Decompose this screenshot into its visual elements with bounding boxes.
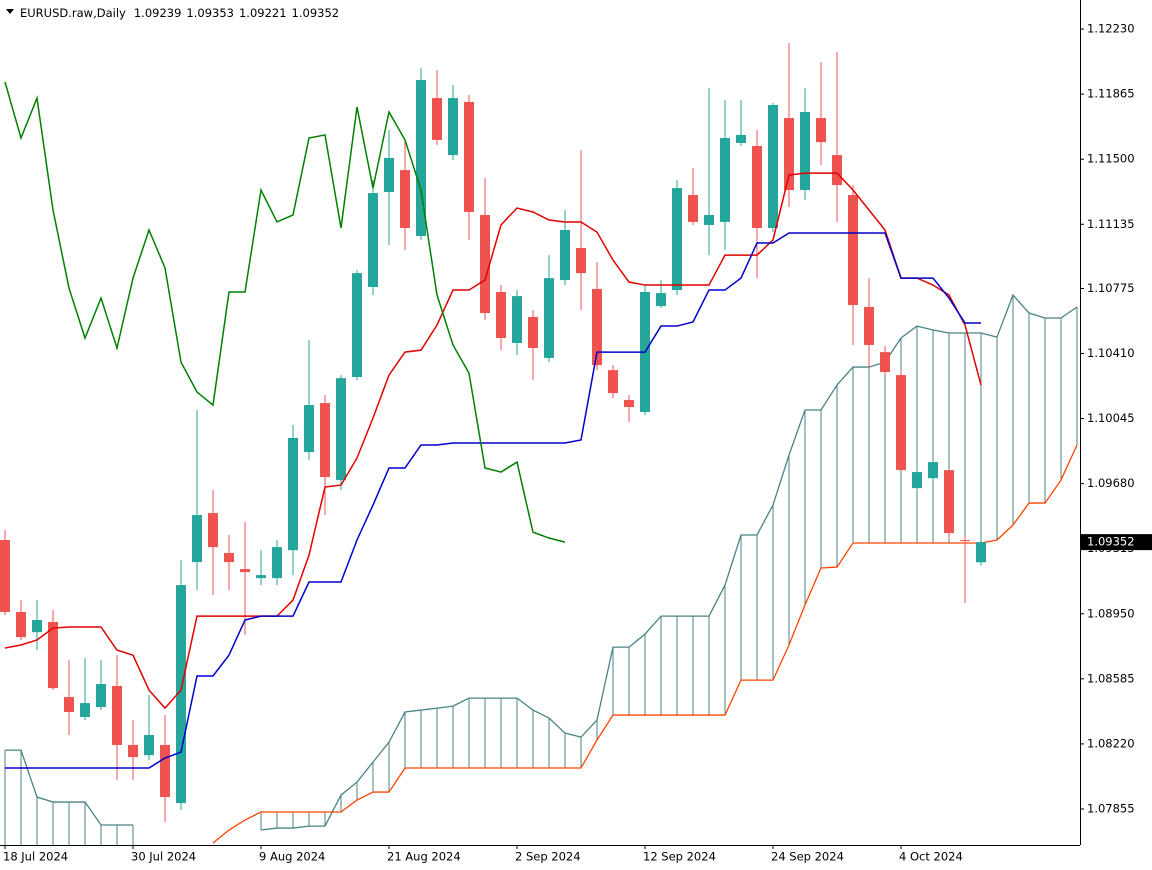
candle-body xyxy=(592,288,602,366)
candle-body xyxy=(768,105,778,229)
y-tick-label: 1.11135 xyxy=(1087,217,1135,231)
candle-body xyxy=(784,118,794,191)
x-tick-label: 9 Aug 2024 xyxy=(259,850,325,864)
indicator-line xyxy=(4,172,982,710)
y-tick-label: 1.08950 xyxy=(1087,606,1135,620)
close-value: 1.09352 xyxy=(292,6,340,20)
candle-body xyxy=(80,703,90,718)
candle-body xyxy=(208,513,218,548)
y-tick-label: 1.10045 xyxy=(1087,411,1135,425)
candle-body xyxy=(368,193,378,288)
y-tick-label: 1.07855 xyxy=(1087,801,1135,815)
indicator-line xyxy=(5,232,981,769)
indicator-line xyxy=(4,81,566,543)
candle-body xyxy=(624,400,634,407)
candle-body xyxy=(464,101,474,212)
candle-body xyxy=(960,539,970,542)
indicator-line xyxy=(212,444,1078,844)
candle-body xyxy=(544,278,554,358)
candle-body xyxy=(64,697,74,713)
x-tick-label: 30 Jul 2024 xyxy=(131,850,196,864)
candle-body xyxy=(112,685,122,745)
candle-body xyxy=(880,352,890,373)
x-tick-label: 24 Sep 2024 xyxy=(771,850,844,864)
candle-body xyxy=(736,134,746,143)
x-tick-label: 18 Jul 2024 xyxy=(3,850,68,864)
candle-body xyxy=(864,306,874,345)
candle-body xyxy=(496,292,506,338)
indicator-line xyxy=(5,293,1078,831)
candle-body xyxy=(48,621,58,689)
candle-body xyxy=(288,438,298,551)
candle-body xyxy=(560,229,570,281)
y-tick-label: 1.12230 xyxy=(1087,22,1135,36)
candle-body xyxy=(576,247,586,274)
y-tick-label: 1.10775 xyxy=(1087,281,1135,295)
candle-body xyxy=(432,98,442,140)
candle-body xyxy=(976,542,986,563)
candle-body xyxy=(384,157,394,192)
y-tick-label: 1.08220 xyxy=(1087,736,1135,750)
price-label: 1.09352 xyxy=(1087,535,1135,549)
candle-body xyxy=(96,684,106,708)
candle-body xyxy=(304,405,314,453)
candle-body xyxy=(656,293,666,307)
candle-body xyxy=(720,137,730,222)
candle-body xyxy=(944,470,954,534)
x-tick-label: 2 Sep 2024 xyxy=(515,850,581,864)
candle-body xyxy=(320,403,330,478)
y-tick-label: 1.09680 xyxy=(1087,476,1135,490)
candle-body xyxy=(896,375,906,471)
candle-body xyxy=(0,539,10,613)
menu-triangle[interactable] xyxy=(6,9,14,14)
open-value: 1.09239 xyxy=(134,6,182,20)
x-tick-label: 12 Sep 2024 xyxy=(643,850,716,864)
candle-body xyxy=(400,170,410,229)
candle-body xyxy=(16,612,26,638)
header: EURUSD.raw,Daily 1.09239 1.09353 1.09221 1.0… xyxy=(20,6,339,20)
candle-body xyxy=(240,569,250,573)
plot-area xyxy=(0,42,1078,845)
candle-body xyxy=(832,155,842,186)
candle-body xyxy=(512,296,522,343)
candle-body xyxy=(176,585,186,804)
candle-body xyxy=(752,146,762,229)
high-value: 1.09353 xyxy=(186,6,234,20)
candle-body xyxy=(480,214,490,314)
candle-body xyxy=(672,188,682,291)
x-tick-label: 21 Aug 2024 xyxy=(387,850,461,864)
candle-body xyxy=(416,80,426,237)
x-tick-label: 4 Oct 2024 xyxy=(899,850,963,864)
candle-body xyxy=(160,744,170,798)
candle-body xyxy=(128,744,138,758)
candle-body xyxy=(688,195,698,222)
candle-body xyxy=(848,195,858,306)
low-value: 1.09221 xyxy=(239,6,287,20)
candle-body xyxy=(32,620,42,633)
candle-body xyxy=(912,472,922,489)
y-tick-label: 1.11500 xyxy=(1087,152,1135,166)
candle-body xyxy=(608,370,618,394)
candle-body xyxy=(528,316,538,348)
price-box xyxy=(1081,534,1152,551)
candle-body xyxy=(928,462,938,479)
candle-body xyxy=(144,735,154,756)
candle-body xyxy=(800,111,810,191)
y-tick-label: 1.10410 xyxy=(1087,346,1135,360)
candle-body xyxy=(192,515,202,563)
candle-body xyxy=(352,273,362,378)
axes: 1.12230 1.11865 1.11500 1.11135 1.10775 1.104… xyxy=(3,22,1135,864)
candle-body xyxy=(272,547,282,579)
candle-body xyxy=(336,378,346,481)
y-tick-label: 1.08585 xyxy=(1087,671,1135,685)
y-tick-label: 1.11865 xyxy=(1087,87,1135,101)
symbol: EURUSD.raw,Daily xyxy=(20,6,126,20)
candle-body xyxy=(224,552,234,563)
candle-body xyxy=(448,98,458,156)
candle-body xyxy=(816,118,826,143)
candle-body xyxy=(704,214,714,225)
candle-body xyxy=(256,575,266,579)
